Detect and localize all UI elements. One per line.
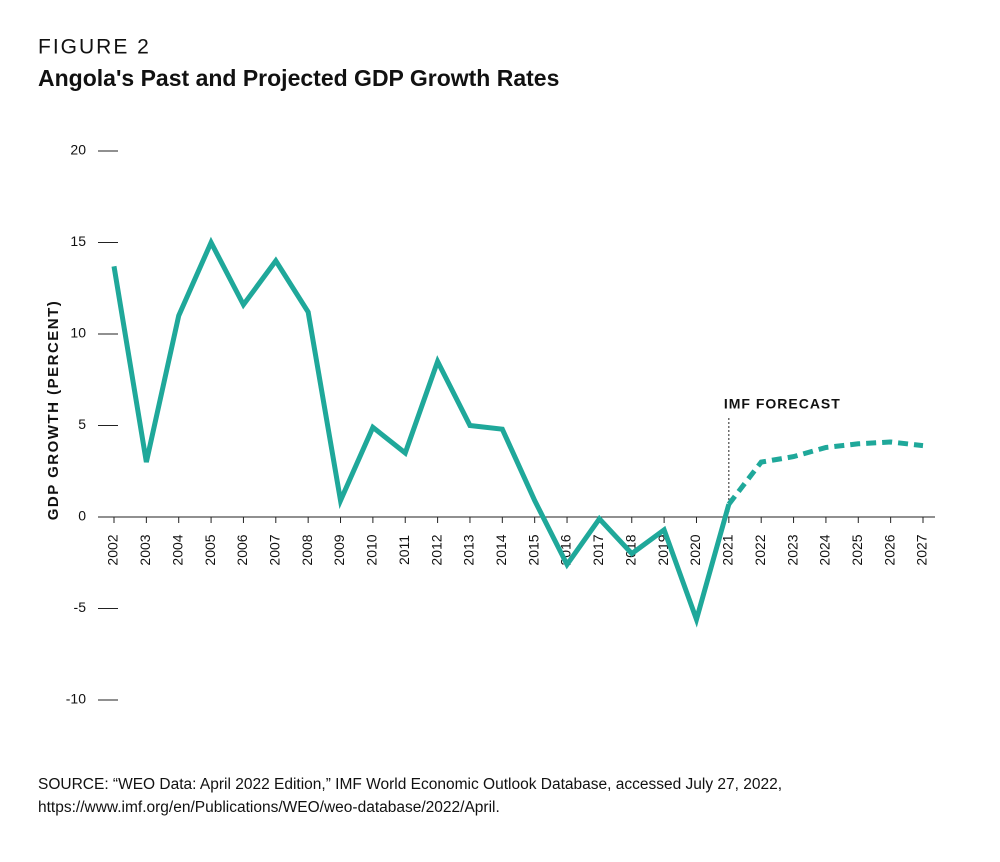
y-tick-label: 15 bbox=[70, 233, 86, 249]
data-line bbox=[726, 439, 924, 506]
figure-label: FIGURE 2 bbox=[38, 36, 151, 59]
y-tick-label: -10 bbox=[66, 691, 86, 707]
x-tick-label: 2026 bbox=[881, 534, 897, 565]
source-line: SOURCE: “WEO Data: April 2022 Edition,” … bbox=[38, 776, 782, 793]
x-tick-label: 2013 bbox=[461, 534, 477, 565]
x-tick-label: 2015 bbox=[525, 534, 541, 565]
x-tick-label: 2009 bbox=[331, 534, 347, 565]
y-tick-label: 10 bbox=[70, 325, 86, 341]
data-line bbox=[111, 236, 732, 628]
y-axis-label: GDP GROWTH (PERCENT) bbox=[45, 300, 62, 521]
y-tick-label: -5 bbox=[74, 599, 87, 615]
x-tick-label: 2006 bbox=[234, 534, 250, 565]
x-tick-label: 2007 bbox=[267, 534, 283, 565]
x-tick-label: 2010 bbox=[364, 534, 380, 565]
x-tick-label: 2004 bbox=[169, 534, 185, 565]
y-tick-label: 5 bbox=[78, 416, 86, 432]
x-tick-label: 2023 bbox=[784, 534, 800, 565]
x-tick-label: 2012 bbox=[428, 534, 444, 565]
x-tick-label: 2002 bbox=[105, 534, 121, 565]
x-tick-label: 2011 bbox=[396, 535, 412, 565]
x-tick-label: 2024 bbox=[817, 534, 833, 565]
x-tick-label: 2022 bbox=[752, 534, 768, 565]
source-line: https://www.imf.org/en/Publications/WEO/… bbox=[38, 799, 500, 816]
x-tick-label: 2005 bbox=[202, 534, 218, 565]
x-tick-label: 2020 bbox=[687, 534, 703, 565]
x-tick-label: 2021 bbox=[720, 534, 736, 565]
x-tick-label: 2014 bbox=[493, 534, 509, 565]
x-tick-label: 2027 bbox=[914, 534, 930, 565]
x-tick-label: 2008 bbox=[299, 534, 315, 565]
y-tick-label: 20 bbox=[70, 142, 86, 158]
annotation: IMF FORECAST bbox=[724, 396, 841, 412]
x-tick-label: 2003 bbox=[137, 534, 153, 565]
y-tick-label: 0 bbox=[78, 508, 86, 524]
x-tick-label: 2017 bbox=[590, 534, 606, 565]
chart-title: Angola's Past and Projected GDP Growth R… bbox=[38, 65, 559, 91]
x-tick-label: 2025 bbox=[849, 534, 865, 565]
